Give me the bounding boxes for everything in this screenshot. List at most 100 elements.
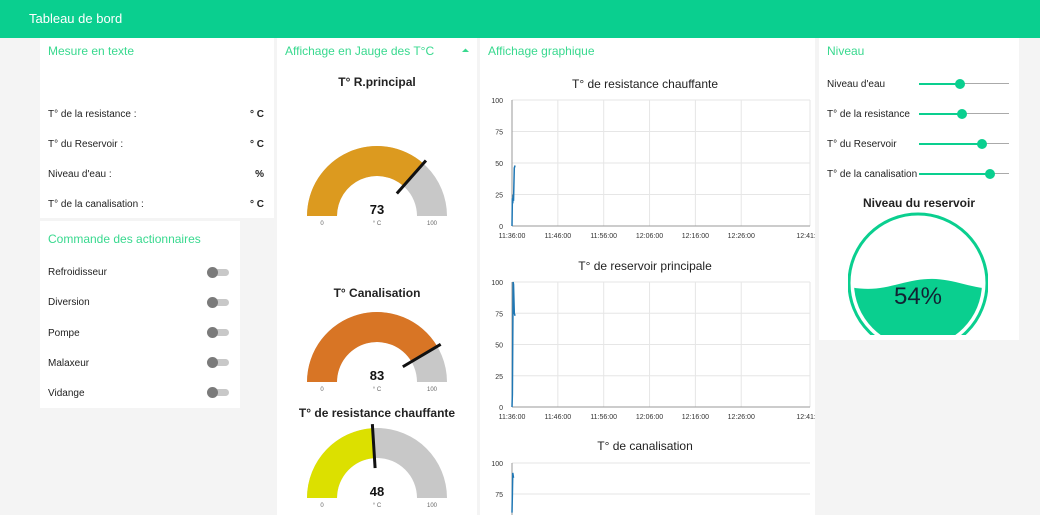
- chart-x-tick: 11:46:00: [544, 414, 571, 421]
- gauge-value: 83: [370, 368, 384, 383]
- switch-label-malaxeur: Malaxeur: [48, 358, 90, 369]
- slider-label-resistance: T° de la resistance: [827, 109, 910, 120]
- mesure-unit-reservoir: ° C: [250, 139, 264, 150]
- chart-y-tick: 100: [491, 280, 503, 287]
- slider-fill: [919, 113, 963, 115]
- chart-y-tick: 25: [495, 193, 503, 200]
- gauge-title-resistance: T° de resistance chauffante: [298, 406, 456, 420]
- jauge-title: Affichage en Jauge des T°C: [285, 44, 435, 58]
- caret-up-icon[interactable]: [461, 46, 470, 55]
- slider-niveau[interactable]: [919, 78, 1009, 90]
- chart-x-tick: 11:36:00: [499, 233, 526, 240]
- tank-title: Niveau du reservoir: [862, 196, 976, 210]
- chart-y-tick: 25: [495, 374, 503, 381]
- gauge-needle: [395, 159, 428, 195]
- switch-refroidisseur[interactable]: [207, 267, 229, 278]
- slider-label-canalisation: T° de la canalisation: [827, 169, 918, 180]
- chart-y-tick: 100: [491, 461, 503, 468]
- chart-y-tick: 50: [495, 161, 503, 168]
- chart-x-tick: 12:26:00: [728, 233, 755, 240]
- gauge-title-rprincipal: T° R.principal: [338, 75, 416, 89]
- switch-diversion[interactable]: [207, 297, 229, 308]
- chart-y-tick: 50: [495, 343, 503, 350]
- gauge-min-label: 0: [320, 503, 324, 509]
- tank-water: [854, 278, 982, 335]
- mesure-unit-canalisation: ° C: [250, 199, 264, 210]
- mesure-card: Mesure en texte T° de la resistance : ° …: [40, 38, 274, 218]
- slider-knob[interactable]: [957, 109, 968, 119]
- chart-y-tick: 75: [495, 492, 503, 499]
- gauge-needle: [370, 424, 377, 469]
- gauge-fill: [307, 428, 375, 498]
- switch-track: [210, 329, 229, 336]
- chart-x-tick: 12:26:00: [728, 414, 755, 421]
- gauge-max-label: 100: [427, 387, 438, 393]
- switch-pompe[interactable]: [207, 327, 229, 338]
- switch-thumb: [207, 327, 218, 338]
- gauge-fill: [307, 312, 438, 382]
- slider-knob[interactable]: [955, 79, 965, 89]
- switch-thumb: [207, 297, 218, 308]
- tank-ring: [848, 212, 988, 335]
- chart-series-line: [511, 281, 516, 408]
- switch-thumb: [207, 387, 218, 398]
- switch-thumb: [207, 357, 218, 368]
- switch-label-diversion: Diversion: [48, 297, 90, 308]
- graphique-card: Affichage graphique T° de resistance cha…: [480, 38, 815, 515]
- top-bar: Tableau de bord: [0, 0, 1040, 38]
- chart-x-tick: 11:56:00: [590, 414, 617, 421]
- gauge-unit: ° C: [373, 503, 382, 509]
- slider-reservoir[interactable]: [919, 138, 1009, 150]
- graphique-title: Affichage graphique: [488, 44, 595, 58]
- switch-label-refroidisseur: Refroidisseur: [48, 267, 107, 278]
- chart-title-reservoir: T° de reservoir principale: [578, 259, 712, 273]
- gauge-min-label: 0: [320, 221, 324, 227]
- chart-series-line: [511, 165, 516, 227]
- switch-label-vidange: Vidange: [48, 388, 85, 399]
- mesure-unit-niveau: %: [255, 169, 264, 180]
- chart-y-tick: 0: [499, 224, 503, 231]
- commande-title: Commande des actionnaires: [48, 232, 201, 246]
- mesure-label-resistance: T° de la resistance :: [48, 109, 137, 120]
- switch-track: [210, 299, 229, 306]
- switch-label-pompe: Pompe: [48, 328, 80, 339]
- mesure-label-reservoir: T° du Reservoir :: [48, 139, 124, 150]
- gauge-fill: [307, 146, 424, 216]
- gauge-max-label: 100: [427, 503, 438, 509]
- chart-canalisation: 100 75: [491, 461, 810, 515]
- switch-track: [210, 269, 229, 276]
- switch-malaxeur[interactable]: [207, 357, 229, 368]
- gauge-min-label: 0: [320, 387, 324, 393]
- gauge-canalisation: 83 ° C 0 100: [307, 312, 447, 393]
- slider-canalisation[interactable]: [919, 168, 1009, 180]
- gauge-unit: ° C: [373, 221, 382, 227]
- gauge-unit: ° C: [373, 387, 382, 393]
- slider-resistance[interactable]: [919, 108, 1009, 120]
- chart-x-tick: 12:06:00: [636, 233, 663, 240]
- mesure-label-niveau: Niveau d'eau :: [48, 169, 112, 180]
- slider-knob[interactable]: [985, 169, 996, 179]
- chart-x-tick: 11:56:00: [590, 233, 617, 240]
- mesure-title: Mesure en texte: [48, 44, 135, 58]
- jauge-card: Affichage en Jauge des T°C T° R.principa…: [277, 38, 477, 515]
- slider-label-niveau: Niveau d'eau: [827, 79, 886, 90]
- niveau-card: Niveau Niveau d'eau T° de la resistance …: [819, 38, 1019, 340]
- tank-gauge: 54%: [848, 212, 988, 335]
- chart-title-canalisation: T° de canalisation: [597, 439, 693, 453]
- chart-y-tick: 75: [495, 311, 503, 318]
- chart-y-tick: 75: [495, 130, 503, 137]
- gauge-needle: [402, 343, 442, 369]
- chart-x-tick: 12:06:00: [636, 414, 663, 421]
- slider-fill: [919, 143, 983, 145]
- chart-x-tick: 12:16:00: [682, 233, 709, 240]
- gauge-value: 73: [370, 202, 384, 217]
- chart-x-tick: 12:16:00: [682, 414, 709, 421]
- switch-track: [210, 359, 229, 366]
- commande-card: Commande des actionnaires Refroidisseur …: [40, 221, 240, 408]
- chart-x-tick: 11:46:00: [544, 233, 571, 240]
- gauge-resistance: 48 ° C 0 100: [307, 424, 447, 509]
- switch-vidange[interactable]: [207, 387, 229, 398]
- slider-knob[interactable]: [977, 139, 988, 149]
- chart-resistance: 100 75 50 25 0 11:36:00 11:46:00 11:56:00 12:06:…: [491, 98, 815, 240]
- gauge-max-label: 100: [427, 221, 438, 227]
